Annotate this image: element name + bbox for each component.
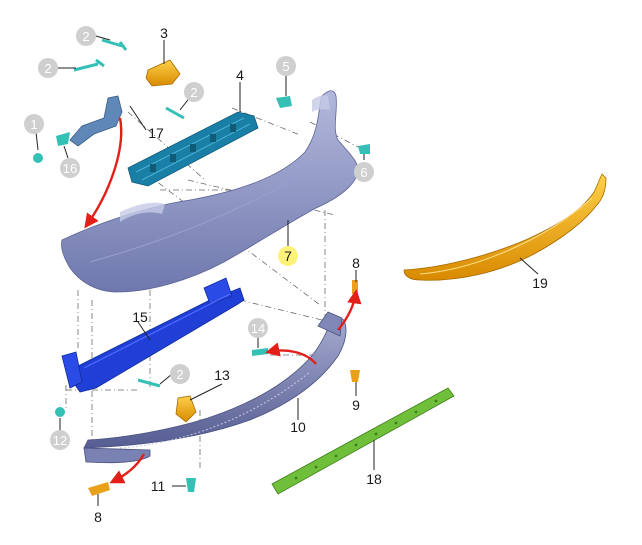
rear-spoiler <box>404 174 606 280</box>
clip-8-lower <box>88 482 110 496</box>
callout-7: 7 <box>284 248 292 264</box>
bolt-2d <box>138 380 160 386</box>
callout-2d: 2 <box>176 367 183 382</box>
callout-17: 17 <box>148 125 164 141</box>
callout-10: 10 <box>290 419 306 435</box>
callout-6: 6 <box>360 165 367 180</box>
callout-1: 1 <box>30 117 37 132</box>
callout-13: 13 <box>214 367 230 383</box>
callout-15: 15 <box>132 309 148 325</box>
clip-16 <box>56 132 70 146</box>
corner-bracket <box>146 60 180 86</box>
callout-16: 16 <box>63 161 77 176</box>
bolt-2c <box>166 108 184 118</box>
callout-5: 5 <box>282 59 289 74</box>
mounting-bracket-left <box>70 96 122 146</box>
clip-5 <box>276 96 292 108</box>
clip-12 <box>55 407 65 417</box>
bracket-13 <box>176 396 196 422</box>
callout-4: 4 <box>236 67 244 83</box>
bolt-2b <box>74 60 104 70</box>
bolt-2a <box>102 40 126 50</box>
callout-11: 11 <box>151 478 166 494</box>
callout-9: 9 <box>352 397 360 413</box>
clip-6 <box>358 144 370 154</box>
screw-11 <box>186 478 196 492</box>
callout-2b: 2 <box>44 61 51 76</box>
callout-12: 12 <box>53 433 67 448</box>
callout-8-lower: 8 <box>94 509 102 525</box>
reflector-strip <box>272 388 454 494</box>
clip-9 <box>350 370 360 382</box>
callout-8-upper: 8 <box>352 255 360 271</box>
callout-2a: 2 <box>82 29 89 44</box>
callout-3: 3 <box>160 25 168 41</box>
callout-18: 18 <box>366 471 382 487</box>
callout-14: 14 <box>251 321 265 336</box>
callout-2c: 2 <box>190 85 197 100</box>
energy-absorber <box>128 112 258 186</box>
callout-19: 19 <box>532 275 548 291</box>
clip-14 <box>252 348 268 356</box>
clip-1 <box>33 153 43 163</box>
